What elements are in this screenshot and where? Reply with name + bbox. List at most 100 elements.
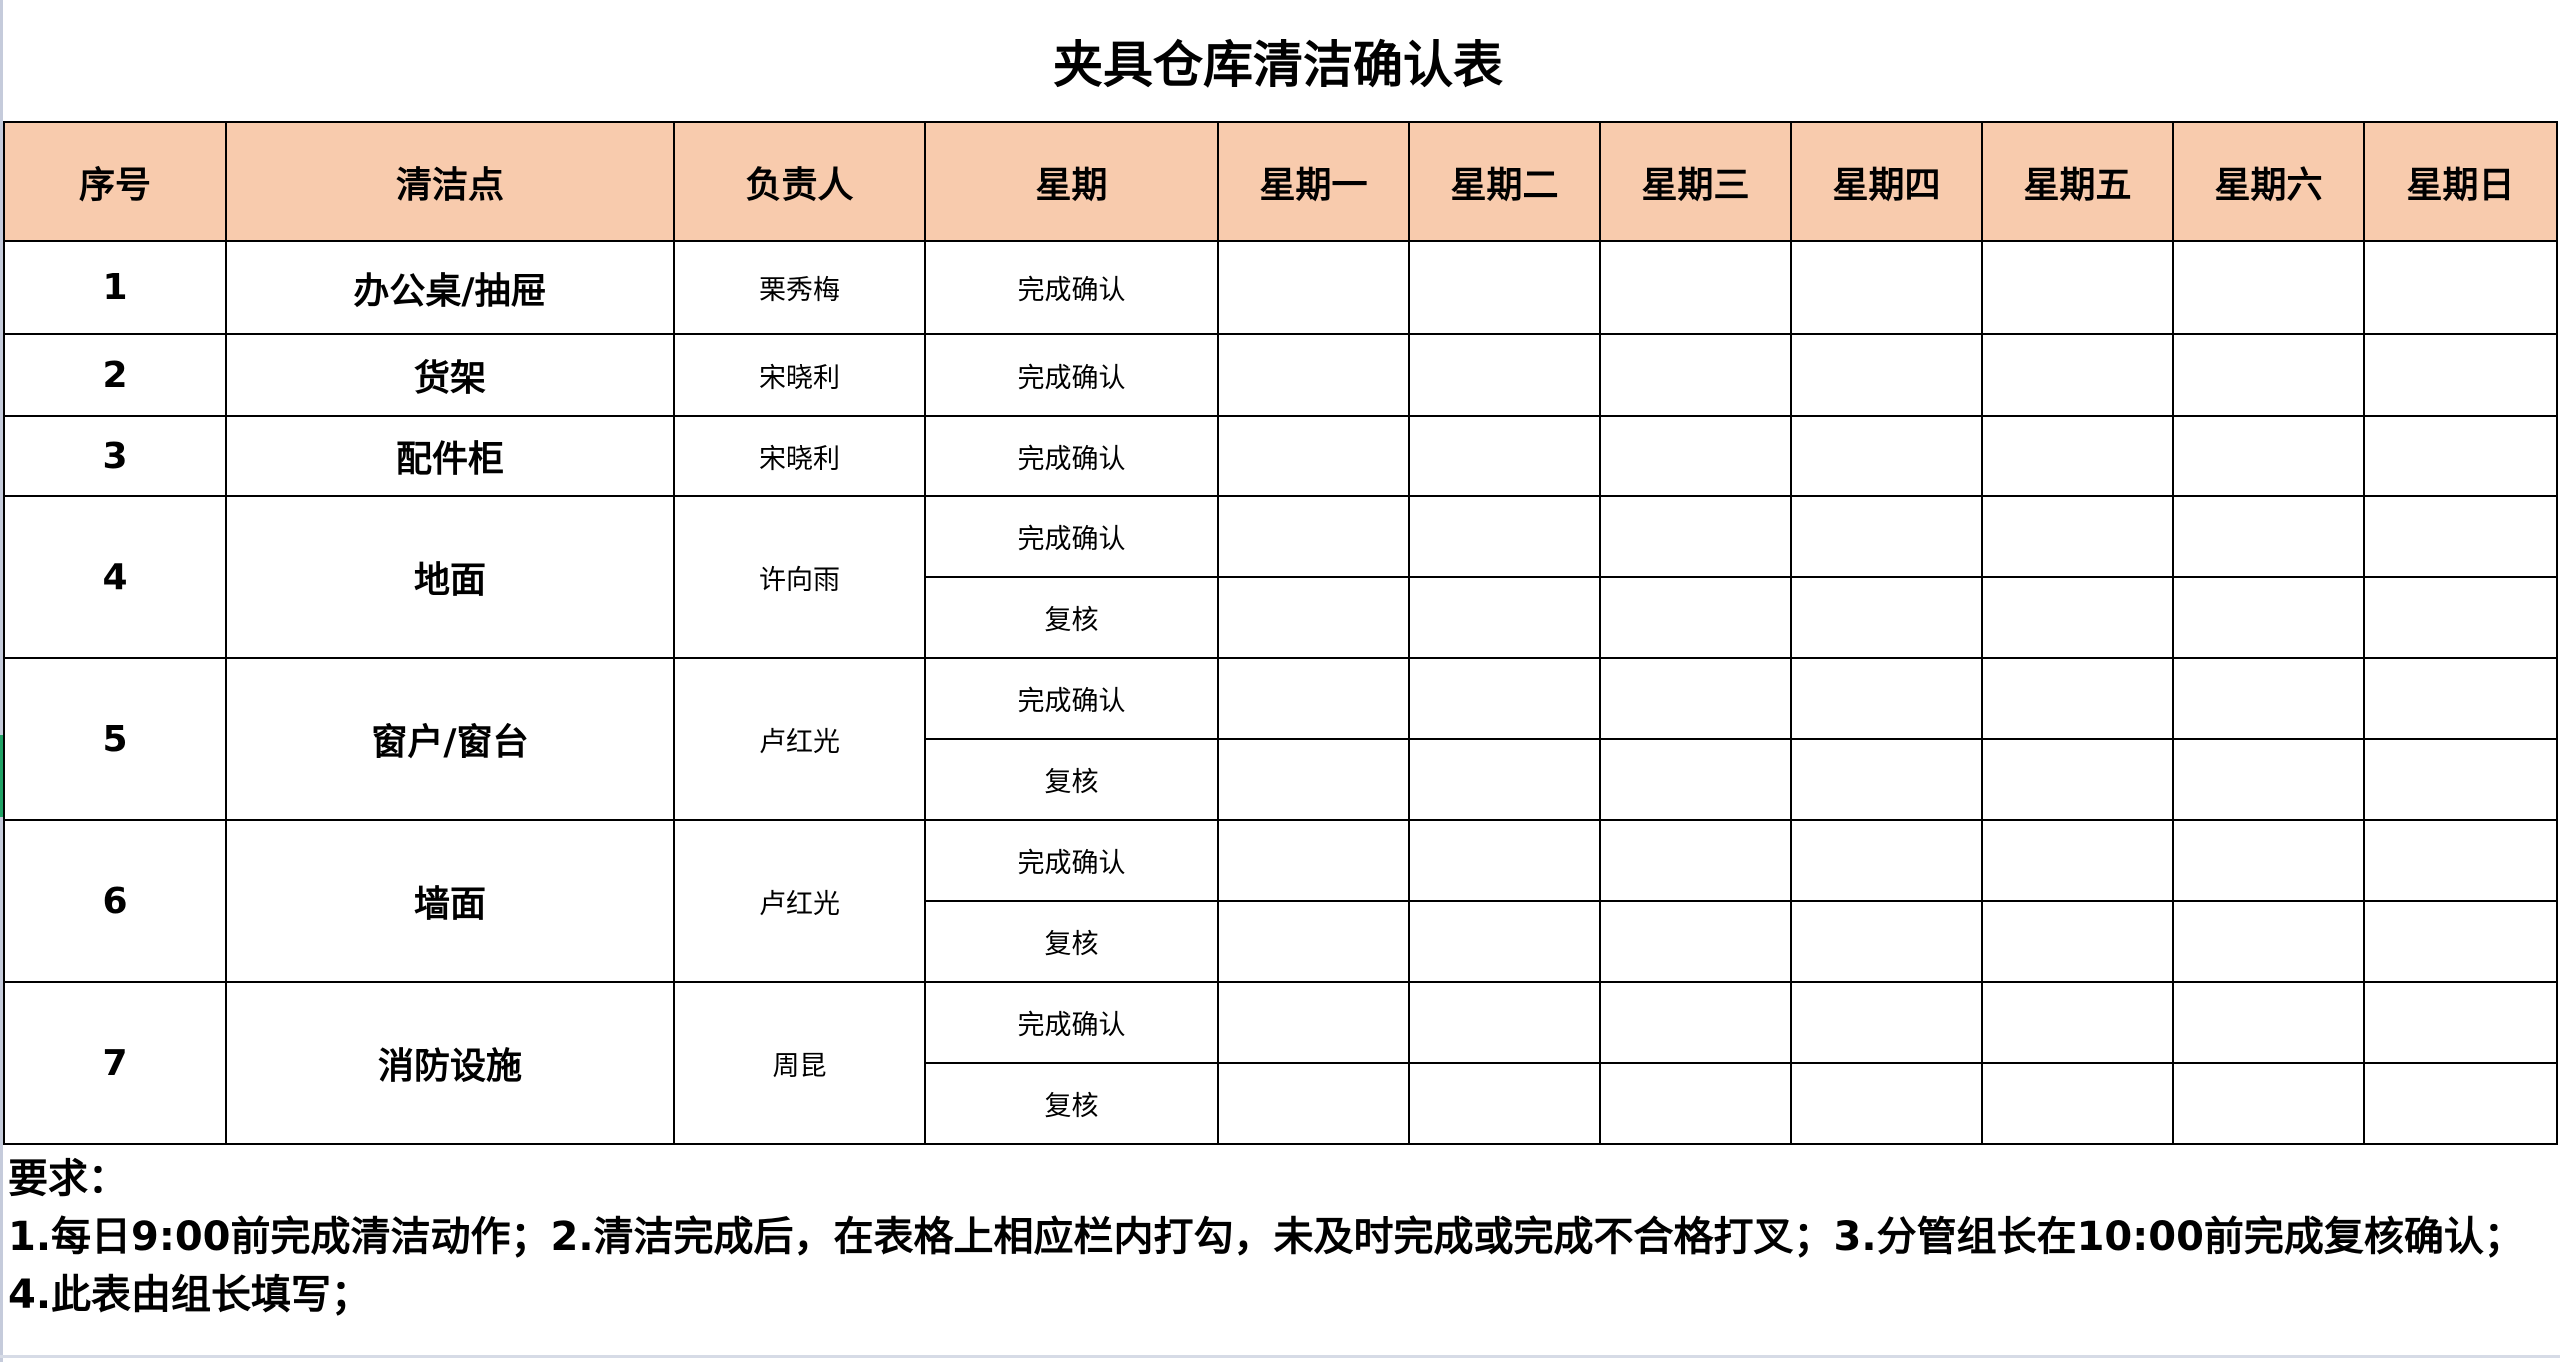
day-check-cell[interactable]: [1981, 738, 2174, 821]
day-check-cell[interactable]: [1981, 981, 2174, 1064]
day-check-cell[interactable]: [2172, 333, 2365, 417]
day-check-cell[interactable]: [2172, 900, 2365, 983]
check-type-cell[interactable]: 完成确认: [924, 657, 1219, 740]
day-check-cell[interactable]: [1790, 981, 1983, 1064]
day-check-cell[interactable]: [1981, 657, 2174, 740]
column-header[interactable]: 序号: [3, 121, 227, 242]
day-check-cell[interactable]: [1599, 738, 1792, 821]
day-check-cell[interactable]: [1217, 576, 1410, 659]
day-check-cell[interactable]: [2363, 1062, 2558, 1145]
day-check-cell[interactable]: [1408, 576, 1601, 659]
day-check-cell[interactable]: [1790, 900, 1983, 983]
owner-cell[interactable]: 卢红光: [673, 657, 926, 821]
day-check-cell[interactable]: [1981, 415, 2174, 497]
day-check-cell[interactable]: [1599, 576, 1792, 659]
cleaning-point-cell[interactable]: 消防设施: [225, 981, 675, 1145]
day-check-cell[interactable]: [1981, 495, 2174, 578]
day-check-cell[interactable]: [2172, 495, 2365, 578]
check-type-cell[interactable]: 完成确认: [924, 240, 1219, 335]
day-check-cell[interactable]: [2172, 657, 2365, 740]
check-type-cell[interactable]: 完成确认: [924, 819, 1219, 902]
row-number-cell[interactable]: 3: [3, 415, 227, 497]
day-check-cell[interactable]: [1217, 415, 1410, 497]
day-check-cell[interactable]: [1599, 819, 1792, 902]
day-check-cell[interactable]: [2363, 415, 2558, 497]
day-check-cell[interactable]: [2172, 819, 2365, 902]
cleaning-point-cell[interactable]: 墙面: [225, 819, 675, 983]
cleaning-point-cell[interactable]: 地面: [225, 495, 675, 659]
day-check-cell[interactable]: [1790, 495, 1983, 578]
day-check-cell[interactable]: [1408, 240, 1601, 335]
row-number-cell[interactable]: 6: [3, 819, 227, 983]
column-header[interactable]: 负责人: [673, 121, 926, 242]
day-check-cell[interactable]: [1599, 981, 1792, 1064]
day-check-cell[interactable]: [1217, 240, 1410, 335]
check-type-cell[interactable]: 完成确认: [924, 495, 1219, 578]
day-check-cell[interactable]: [1217, 819, 1410, 902]
day-check-cell[interactable]: [2172, 240, 2365, 335]
check-type-cell[interactable]: 复核: [924, 900, 1219, 983]
day-check-cell[interactable]: [2363, 333, 2558, 417]
day-check-cell[interactable]: [1408, 981, 1601, 1064]
day-check-cell[interactable]: [1599, 240, 1792, 335]
day-check-cell[interactable]: [1408, 657, 1601, 740]
day-check-cell[interactable]: [2363, 495, 2558, 578]
day-check-cell[interactable]: [1217, 738, 1410, 821]
day-check-cell[interactable]: [1408, 900, 1601, 983]
day-check-cell[interactable]: [1981, 576, 2174, 659]
day-check-cell[interactable]: [1790, 657, 1983, 740]
column-header[interactable]: 星期日: [2363, 121, 2558, 242]
cleaning-point-cell[interactable]: 货架: [225, 333, 675, 417]
day-check-cell[interactable]: [1790, 738, 1983, 821]
day-check-cell[interactable]: [1217, 900, 1410, 983]
owner-cell[interactable]: 栗秀梅: [673, 240, 926, 335]
column-header[interactable]: 清洁点: [225, 121, 675, 242]
day-check-cell[interactable]: [2363, 819, 2558, 902]
day-check-cell[interactable]: [1599, 657, 1792, 740]
day-check-cell[interactable]: [2363, 900, 2558, 983]
day-check-cell[interactable]: [1790, 576, 1983, 659]
owner-cell[interactable]: 宋晓利: [673, 333, 926, 417]
day-check-cell[interactable]: [1408, 415, 1601, 497]
day-check-cell[interactable]: [2363, 657, 2558, 740]
day-check-cell[interactable]: [1981, 819, 2174, 902]
day-check-cell[interactable]: [1790, 819, 1983, 902]
row-number-cell[interactable]: 2: [3, 333, 227, 417]
column-header[interactable]: 星期二: [1408, 121, 1601, 242]
column-header[interactable]: 星期三: [1599, 121, 1792, 242]
column-header[interactable]: 星期: [924, 121, 1219, 242]
check-type-cell[interactable]: 复核: [924, 738, 1219, 821]
day-check-cell[interactable]: [1981, 333, 2174, 417]
day-check-cell[interactable]: [1408, 819, 1601, 902]
row-number-cell[interactable]: 5: [3, 657, 227, 821]
day-check-cell[interactable]: [1408, 495, 1601, 578]
column-header[interactable]: 星期四: [1790, 121, 1983, 242]
day-check-cell[interactable]: [1217, 657, 1410, 740]
day-check-cell[interactable]: [1981, 240, 2174, 335]
day-check-cell[interactable]: [1217, 495, 1410, 578]
owner-cell[interactable]: 宋晓利: [673, 415, 926, 497]
column-header[interactable]: 星期五: [1981, 121, 2174, 242]
day-check-cell[interactable]: [1981, 900, 2174, 983]
day-check-cell[interactable]: [1790, 240, 1983, 335]
day-check-cell[interactable]: [1408, 738, 1601, 821]
day-check-cell[interactable]: [1599, 415, 1792, 497]
owner-cell[interactable]: 卢红光: [673, 819, 926, 983]
day-check-cell[interactable]: [2363, 738, 2558, 821]
day-check-cell[interactable]: [2172, 576, 2365, 659]
check-type-cell[interactable]: 完成确认: [924, 415, 1219, 497]
day-check-cell[interactable]: [1599, 495, 1792, 578]
day-check-cell[interactable]: [2172, 738, 2365, 821]
owner-cell[interactable]: 周昆: [673, 981, 926, 1145]
day-check-cell[interactable]: [2363, 576, 2558, 659]
day-check-cell[interactable]: [2172, 981, 2365, 1064]
day-check-cell[interactable]: [1217, 333, 1410, 417]
row-number-cell[interactable]: 4: [3, 495, 227, 659]
column-header[interactable]: 星期六: [2172, 121, 2365, 242]
day-check-cell[interactable]: [1790, 333, 1983, 417]
day-check-cell[interactable]: [1408, 333, 1601, 417]
day-check-cell[interactable]: [2363, 981, 2558, 1064]
day-check-cell[interactable]: [1217, 981, 1410, 1064]
cleaning-point-cell[interactable]: 配件柜: [225, 415, 675, 497]
day-check-cell[interactable]: [1599, 900, 1792, 983]
